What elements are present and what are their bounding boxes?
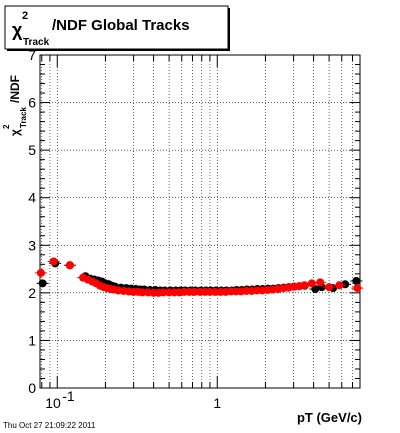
- data-point-red: [36, 268, 45, 277]
- plot-frame: [39, 54, 361, 389]
- x-tick-label-group: 1: [213, 395, 221, 411]
- data-point-red: [353, 284, 362, 293]
- y-tick-label: 7: [28, 47, 36, 63]
- data-point-red: [65, 261, 74, 270]
- grid-lines: [40, 55, 360, 388]
- title-box: χ 2 Track /NDF Global Tracks: [4, 5, 230, 51]
- y-tick-label: 0: [28, 380, 36, 396]
- y-tick-label: 5: [28, 142, 36, 158]
- data-point-red: [325, 283, 334, 292]
- title-sup: 2: [22, 10, 28, 22]
- axis-ticks: [40, 54, 360, 389]
- title-rest: /NDF Global Tracks: [52, 17, 190, 34]
- y-tick-label: 6: [28, 95, 36, 111]
- y-tick-label: 4: [28, 190, 36, 206]
- y-axis-title: χ 2 Track /NDF: [2, 75, 28, 136]
- ylabel-chi: χ: [8, 129, 22, 136]
- x-axis-title: pT (GeV/c): [297, 410, 362, 425]
- x-tick-label-group: 10 -1: [45, 388, 75, 411]
- x-tick-label: 1: [213, 395, 221, 411]
- y-tick-label: 2: [28, 285, 36, 301]
- data-points: [34, 257, 364, 297]
- data-point-red: [300, 281, 309, 290]
- data-point-red: [49, 257, 58, 266]
- title-chi: χ: [12, 20, 23, 40]
- footer-timestamp: Thu Oct 27 21:09:22 2011: [3, 421, 96, 430]
- data-point-black: [38, 279, 47, 288]
- title-sub: Track: [23, 37, 50, 48]
- ylabel-sup: 2: [2, 124, 11, 129]
- x-tick-label: 10: [45, 395, 61, 411]
- ylabel-rest: /NDF: [8, 75, 22, 103]
- x-tick-labels: 10 -1 1: [45, 388, 221, 411]
- data-point-red: [316, 278, 325, 287]
- y-tick-labels: 0 1 2 3 4 5 6 7: [28, 47, 36, 396]
- data-point-red: [307, 279, 316, 288]
- data-point-black: [352, 276, 361, 285]
- data-point-red: [335, 281, 344, 290]
- ylabel-sub: Track: [19, 107, 28, 128]
- y-tick-label: 3: [28, 237, 36, 253]
- x-tick-label-exponent: -1: [62, 388, 75, 404]
- y-tick-label: 1: [28, 332, 36, 348]
